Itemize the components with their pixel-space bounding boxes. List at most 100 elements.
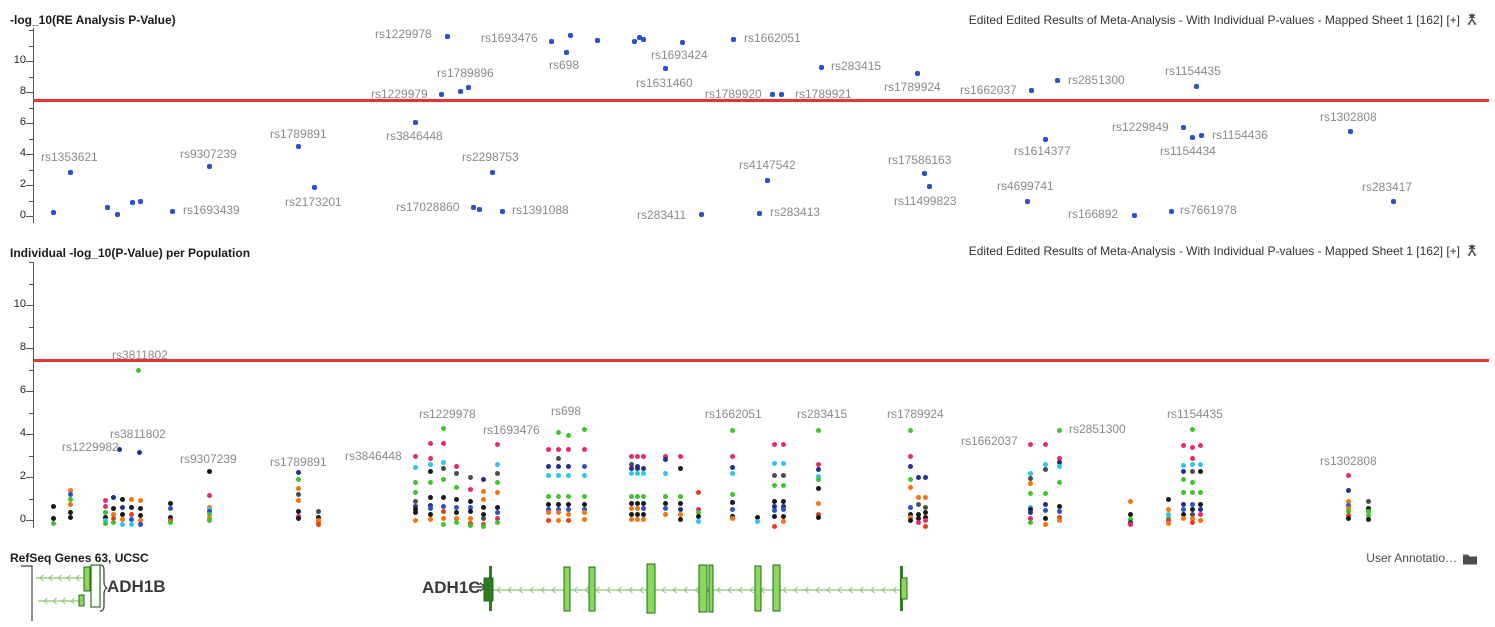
- population-cyan-point[interactable]: [696, 519, 701, 525]
- population-black-point[interactable]: [454, 510, 459, 516]
- population-navy-point[interactable]: [730, 465, 735, 471]
- population-orange-point[interactable]: [495, 490, 500, 496]
- population-green-point[interactable]: [1057, 427, 1062, 433]
- snp-point-rs1154436[interactable]: [1199, 133, 1204, 139]
- population-magenta-point[interactable]: [635, 453, 640, 459]
- snp-point-rs1353621[interactable]: [68, 169, 73, 175]
- snp-point[interactable]: [637, 34, 642, 40]
- population-orange-point[interactable]: [781, 519, 786, 525]
- population-gray-point[interactable]: [923, 505, 928, 511]
- population-orange-point[interactable]: [1028, 481, 1033, 487]
- population-magenta-point[interactable]: [441, 440, 446, 446]
- population-red-point[interactable]: [546, 518, 551, 523]
- population-blue-point[interactable]: [441, 504, 446, 510]
- population-magenta-point[interactable]: [678, 453, 683, 459]
- population-black-point[interactable]: [641, 511, 646, 517]
- population-cyan-point[interactable]: [441, 459, 446, 465]
- population-green-point[interactable]: [730, 427, 735, 433]
- snp-point-rs1789891[interactable]: [296, 144, 301, 150]
- population-cyan-point[interactable]: [772, 461, 777, 467]
- population-blue-point[interactable]: [468, 505, 473, 511]
- population-orange-point[interactable]: [635, 516, 640, 522]
- population-magenta-point[interactable]: [1166, 518, 1171, 523]
- population-cyan-point[interactable]: [781, 461, 786, 467]
- snp-point-rs1229978[interactable]: [445, 34, 450, 40]
- population-cyan-point[interactable]: [129, 522, 134, 528]
- snp-point-rs4147542[interactable]: [765, 178, 770, 184]
- population-gray-point[interactable]: [316, 509, 321, 515]
- population-magenta-point[interactable]: [1028, 515, 1033, 521]
- population-orange-point[interactable]: [120, 516, 125, 522]
- population-navy-point[interactable]: [772, 504, 777, 510]
- population-navy-point[interactable]: [641, 466, 646, 472]
- exon-box[interactable]: [754, 565, 762, 612]
- population-black-point[interactable]: [120, 496, 125, 502]
- population-green-point[interactable]: [428, 480, 433, 486]
- population-black-point[interactable]: [441, 495, 446, 501]
- population-navy-point[interactable]: [566, 464, 571, 470]
- population-black-point[interactable]: [772, 513, 777, 519]
- population-green-point[interactable]: [103, 521, 108, 527]
- track-settings-icon[interactable]: [1465, 243, 1479, 257]
- population-magenta-point[interactable]: [1028, 441, 1033, 447]
- population-orange-point[interactable]: [1166, 521, 1171, 527]
- population-orange-point[interactable]: [678, 511, 683, 517]
- population-blue-point[interactable]: [495, 510, 500, 516]
- population-blue-point[interactable]: [428, 506, 433, 512]
- population-blue-point[interactable]: [1043, 508, 1048, 514]
- snp-point-rs4699741[interactable]: [1025, 198, 1030, 204]
- snp-point-rs1229849[interactable]: [1181, 124, 1186, 130]
- exon-box[interactable]: [83, 566, 91, 592]
- population-gray-point[interactable]: [468, 475, 473, 480]
- snp-point-rs283415[interactable]: [819, 65, 824, 71]
- population-green-point[interactable]: [413, 480, 418, 486]
- population-black-point[interactable]: [1366, 516, 1371, 522]
- population-green-point[interactable]: [136, 367, 141, 373]
- population-green-point[interactable]: [582, 426, 587, 432]
- population-black-point[interactable]: [481, 505, 486, 511]
- population-magenta-point[interactable]: [428, 440, 433, 446]
- population-magenta-point[interactable]: [641, 453, 646, 459]
- population-black-point[interactable]: [629, 511, 634, 517]
- population-red-point[interactable]: [111, 515, 116, 521]
- population-magenta-point[interactable]: [566, 447, 571, 453]
- population-cyan-point[interactable]: [1057, 464, 1062, 470]
- population-black-point[interactable]: [481, 511, 486, 517]
- population-green-point[interactable]: [629, 494, 634, 500]
- snp-point-rs1789921[interactable]: [779, 92, 784, 98]
- population-blue-point[interactable]: [1346, 502, 1351, 508]
- population-green-point[interactable]: [495, 480, 500, 486]
- population-gray-point[interactable]: [772, 472, 777, 478]
- population-cyan-point[interactable]: [1181, 463, 1186, 469]
- population-orange-point[interactable]: [296, 485, 301, 491]
- population-gray-point[interactable]: [629, 462, 634, 468]
- population-black-point[interactable]: [468, 498, 473, 504]
- population-cyan-point[interactable]: [120, 522, 125, 528]
- population-black-point[interactable]: [1346, 515, 1351, 521]
- population-green-point[interactable]: [1128, 516, 1133, 522]
- population-black-point[interactable]: [468, 509, 473, 515]
- snp-point[interactable]: [632, 38, 637, 44]
- population-green-point[interactable]: [1190, 490, 1195, 496]
- population-blue-point[interactable]: [908, 505, 913, 511]
- population-gray-point[interactable]: [916, 501, 921, 507]
- population-orange-point[interactable]: [481, 496, 486, 502]
- population-orange-point[interactable]: [454, 515, 459, 521]
- snp-point[interactable]: [138, 199, 143, 205]
- population-green-point[interactable]: [207, 518, 212, 523]
- population-black-point[interactable]: [51, 504, 56, 510]
- population-black-point[interactable]: [1181, 511, 1186, 517]
- snp-point-rs3846448[interactable]: [413, 120, 418, 126]
- population-green-point[interactable]: [566, 433, 571, 439]
- population-red-point[interactable]: [696, 490, 701, 496]
- population-black-point[interactable]: [1057, 504, 1062, 510]
- population-green-point[interactable]: [730, 492, 735, 498]
- population-blue-point[interactable]: [556, 507, 561, 513]
- population-orange-point[interactable]: [916, 495, 921, 501]
- population-red-point[interactable]: [316, 522, 321, 528]
- snp-point[interactable]: [115, 212, 120, 218]
- population-green-point[interactable]: [1181, 477, 1186, 483]
- population-black-point[interactable]: [138, 506, 143, 512]
- population-blue-point[interactable]: [129, 516, 134, 522]
- population-gray-point[interactable]: [1366, 498, 1371, 504]
